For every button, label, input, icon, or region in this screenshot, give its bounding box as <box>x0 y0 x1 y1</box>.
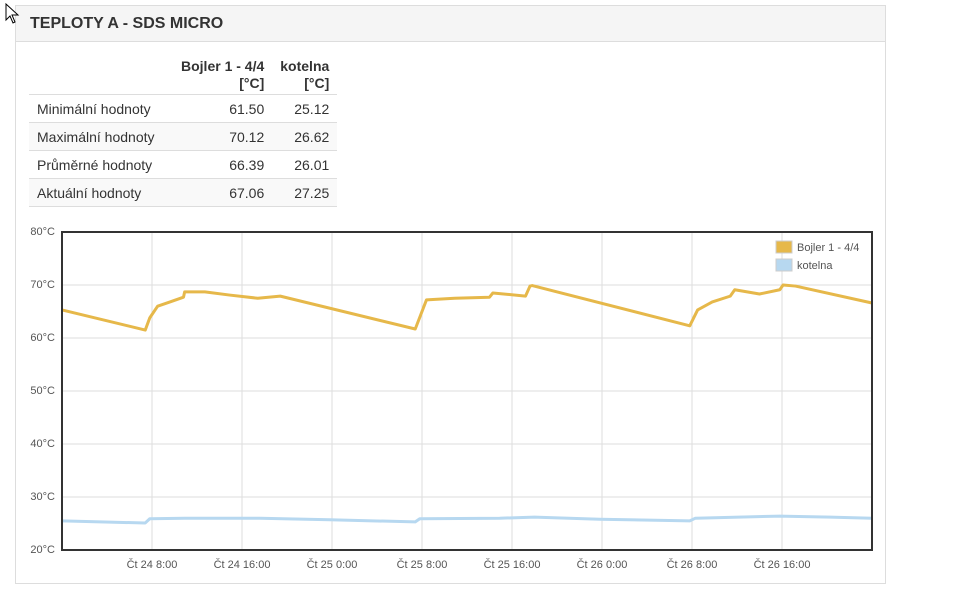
panel-title: TEPLOTY A - SDS MICRO <box>30 15 224 32</box>
cell-value: 66.39 <box>173 150 273 179</box>
cursor <box>5 2 20 24</box>
stats-table: Bojler 1 - 4/4 [°C] kotelna [°C] Minimální … <box>29 56 338 207</box>
x-tick-label: Čt 26 8:00 <box>667 558 718 571</box>
y-tick-label: 40°C <box>30 438 55 450</box>
y-tick-label: 70°C <box>30 279 55 291</box>
column-unit: [°C] <box>239 75 265 91</box>
y-tick-label: 20°C <box>30 544 55 556</box>
panel-header: TEPLOTY A - SDS MICRO <box>16 6 885 42</box>
column-name: Bojler 1 - 4/4 <box>181 58 265 74</box>
y-tick-label: 80°C <box>30 226 55 238</box>
cell-value: 61.50 <box>173 94 273 123</box>
column-unit: [°C] <box>304 75 330 91</box>
y-tick-label: 50°C <box>30 385 55 397</box>
x-tick-label: Čt 24 8:00 <box>127 558 178 571</box>
cell-value: 25.12 <box>272 94 338 123</box>
legend-swatch <box>775 240 793 254</box>
x-tick-label: Čt 26 16:00 <box>754 558 811 571</box>
table-header: Bojler 1 - 4/4 [°C] kotelna [°C] <box>29 56 337 95</box>
column-header: kotelna [°C] <box>272 56 337 95</box>
cell-value: 67.06 <box>173 178 273 207</box>
panel: TEPLOTY A - SDS MICRO Bojler 1 - 4/4 [°C]… <box>15 5 886 584</box>
cell-value: 70.12 <box>173 122 273 151</box>
y-tick-label: 60°C <box>30 332 55 344</box>
y-tick-label: 30°C <box>30 491 55 503</box>
x-tick-label: Čt 25 0:00 <box>307 558 358 571</box>
table-row: Aktuální hodnoty 67.06 27.25 <box>29 178 338 207</box>
row-label: Maximální hodnoty <box>29 122 173 151</box>
legend-label: Bojler 1 - 4/4 <box>797 242 859 254</box>
row-label: Aktuální hodnoty <box>29 178 173 207</box>
series-line <box>61 514 873 525</box>
x-tick-label: Čt 25 8:00 <box>397 558 448 571</box>
cell-value: 26.01 <box>272 150 338 179</box>
table-row: Průměrné hodnoty 66.39 26.01 <box>29 150 338 179</box>
x-tick-label: Čt 26 0:00 <box>577 558 628 571</box>
cell-value: 26.62 <box>272 122 338 151</box>
plot-frame <box>61 231 873 551</box>
series-line <box>61 283 873 332</box>
table-row: Minimální hodnoty 61.50 25.12 <box>29 94 338 123</box>
column-header: Bojler 1 - 4/4 [°C] <box>173 56 272 95</box>
x-tick-label: Čt 24 16:00 <box>214 558 271 571</box>
x-tick-label: Čt 25 16:00 <box>484 558 541 571</box>
cell-value: 27.25 <box>272 178 338 207</box>
legend-swatch <box>775 258 793 272</box>
column-name: kotelna <box>280 58 330 74</box>
legend-label: kotelna <box>797 260 833 272</box>
row-label: Průměrné hodnoty <box>29 150 173 179</box>
table-row: Maximální hodnoty 70.12 26.62 <box>29 122 338 151</box>
row-label: Minimální hodnoty <box>29 94 173 123</box>
